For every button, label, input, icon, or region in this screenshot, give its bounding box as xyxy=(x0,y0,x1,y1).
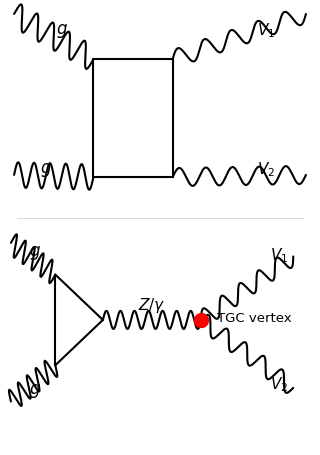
Text: TGC vertex: TGC vertex xyxy=(217,312,292,324)
Text: $V_1$: $V_1$ xyxy=(270,245,288,264)
Text: $V_1$: $V_1$ xyxy=(257,21,275,40)
Text: $g$: $g$ xyxy=(40,161,52,179)
Text: $V_2$: $V_2$ xyxy=(270,374,288,393)
Text: $Z/\gamma$: $Z/\gamma$ xyxy=(138,295,166,314)
Text: $g$: $g$ xyxy=(29,243,41,261)
Text: $V_2$: $V_2$ xyxy=(257,160,275,179)
Text: $g$: $g$ xyxy=(56,22,68,40)
Text: $g$: $g$ xyxy=(29,381,41,399)
